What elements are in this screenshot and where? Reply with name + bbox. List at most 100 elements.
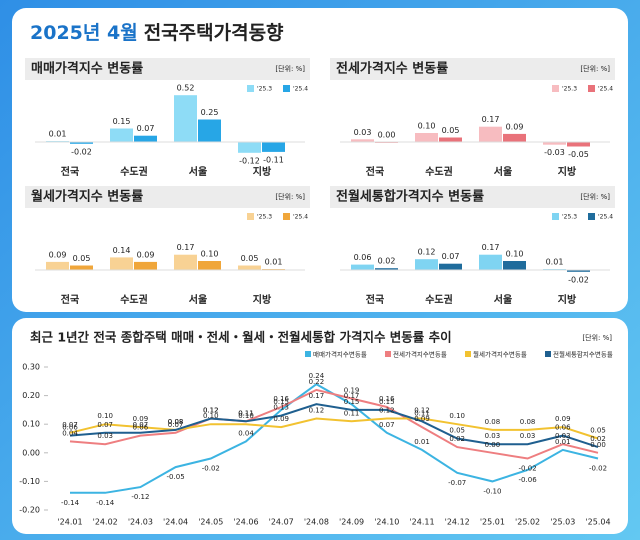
value-label: 0.10	[418, 122, 436, 131]
x-tick-label: '24.03	[128, 518, 153, 527]
value-label: 0.10	[201, 250, 219, 259]
legend-swatch	[283, 85, 290, 92]
panel-header	[330, 58, 615, 80]
value-label: 0.05	[449, 427, 465, 435]
title-main: 전국주택가격동향	[144, 22, 284, 44]
legend-swatch	[465, 351, 471, 357]
x-tick-label: '24.08	[304, 518, 329, 527]
series-line	[69, 417, 599, 440]
y-tick-label: 0.00	[22, 448, 40, 457]
bar	[439, 263, 462, 270]
value-label: 0.15	[113, 117, 131, 126]
value-label: -0.05	[167, 473, 185, 481]
value-label: 0.07	[379, 421, 395, 429]
bar	[110, 257, 133, 270]
value-label: 0.11	[238, 409, 254, 417]
y-tick-label: -0.10	[19, 477, 40, 486]
x-tick-label: '24.01	[57, 518, 82, 527]
value-label: 0.09	[414, 415, 430, 423]
category-label: 전국	[61, 293, 79, 306]
value-label: -0.11	[263, 155, 284, 164]
value-label: 0.03	[520, 432, 536, 440]
bar	[70, 265, 93, 270]
value-label: 0.01	[414, 438, 430, 446]
bar	[198, 261, 221, 270]
value-label: 0.17	[482, 243, 500, 252]
value-label: 0.06	[555, 424, 571, 432]
value-label: 0.25	[201, 108, 219, 117]
value-label: 0.00	[590, 441, 606, 449]
legend-swatch	[588, 85, 595, 92]
value-label: 0.01	[49, 130, 67, 139]
bar	[198, 119, 221, 142]
value-label: 0.08	[168, 418, 184, 426]
value-label: 0.52	[177, 84, 195, 93]
unit-label: [단위: %]	[275, 64, 305, 73]
value-label: 0.06	[133, 424, 149, 432]
category-label: 수도권	[120, 166, 148, 178]
value-label: 0.07	[168, 421, 184, 429]
bar	[439, 137, 462, 142]
bar	[479, 126, 502, 142]
value-label: -0.02	[71, 147, 92, 156]
x-tick-label: '24.06	[233, 518, 258, 527]
y-tick-label: -0.20	[19, 506, 40, 515]
panel-header	[330, 186, 615, 208]
bar	[238, 265, 261, 270]
legend-label: '25.3	[562, 86, 577, 93]
value-label: 0.05	[241, 254, 259, 263]
value-label: -0.06	[519, 476, 538, 484]
value-label: 0.09	[273, 415, 289, 423]
legend-swatch	[247, 85, 254, 92]
panel-header	[25, 186, 310, 208]
x-tick-label: '25.03	[550, 518, 575, 527]
value-label: 0.12	[379, 406, 395, 414]
value-label: 0.08	[168, 418, 184, 426]
value-label: 0.10	[203, 412, 219, 420]
legend-swatch	[552, 213, 559, 220]
category-label: 서울	[494, 165, 512, 178]
legend-swatch	[545, 351, 551, 357]
value-label: -0.12	[239, 156, 260, 165]
legend-swatch	[385, 351, 391, 357]
legend-label: 전월세통합지수변동률	[553, 350, 613, 359]
value-label: 0.10	[97, 412, 113, 420]
value-label: 0.04	[238, 429, 254, 437]
legend-label: '25.4	[598, 86, 613, 93]
bar	[503, 261, 526, 270]
x-tick-label: '24.05	[198, 518, 223, 527]
unit-label: [단위: %]	[582, 333, 612, 342]
value-label: 0.17	[344, 392, 360, 400]
value-label: 0.13	[273, 404, 289, 412]
legend-label: '25.4	[598, 214, 613, 221]
bar	[70, 142, 93, 144]
bar	[415, 133, 438, 142]
value-label: 0.15	[379, 398, 395, 406]
value-label: 0.19	[344, 386, 360, 394]
value-label: 0.15	[344, 398, 360, 406]
value-label: 0.03	[485, 432, 501, 440]
bar	[543, 142, 566, 145]
category-label: 수도권	[425, 166, 453, 178]
legend-label: 전세가격지수변동률	[393, 350, 447, 359]
value-label: 0.10	[238, 412, 254, 420]
x-tick-label: '24.10	[374, 518, 399, 527]
bar	[479, 254, 502, 270]
value-label: 0.14	[113, 246, 131, 255]
y-tick-label: 0.30	[22, 363, 40, 372]
page-title: 2025년 4월 전국주택가격동향	[30, 22, 284, 44]
category-label: 지방	[558, 165, 577, 178]
value-label: 0.04	[62, 429, 78, 437]
value-label: 0.12	[414, 406, 430, 414]
value-label: -0.10	[483, 487, 501, 495]
bar	[134, 261, 157, 270]
value-label: 0.07	[133, 421, 149, 429]
legend-swatch	[283, 213, 290, 220]
value-label: 0.01	[265, 258, 283, 267]
series-line	[69, 403, 599, 449]
bar	[174, 254, 197, 270]
value-label: 0.06	[354, 253, 372, 262]
value-label: -0.02	[519, 465, 537, 473]
category-label: 지방	[558, 293, 577, 306]
